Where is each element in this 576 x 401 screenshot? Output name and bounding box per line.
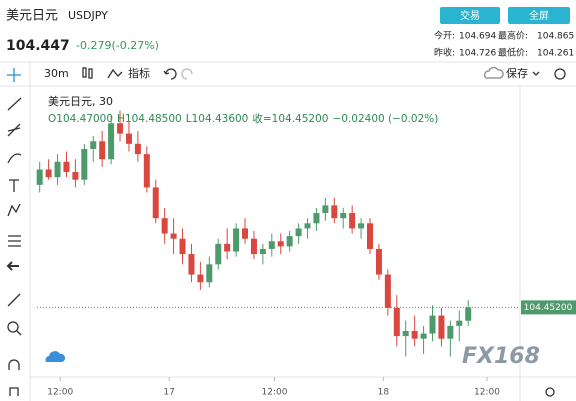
cloud-icon[interactable] — [484, 66, 504, 79]
legend-low: L104.43600 — [186, 113, 249, 125]
candle-body — [393, 307, 400, 337]
x-tick-label: 12:00 — [47, 388, 73, 398]
x-tick-label: 17 — [163, 388, 174, 398]
candle-body — [250, 238, 257, 255]
fullscreen-button[interactable] — [508, 7, 570, 24]
candle-body — [277, 241, 284, 247]
legend-high: H104.48500 — [117, 113, 182, 125]
axis-settings-icon[interactable] — [545, 387, 555, 397]
candle-body — [152, 187, 159, 219]
watermark: FX168 — [462, 344, 540, 369]
legend-close: 收=104.45200 — [252, 112, 328, 125]
instrument-name: 美元日元 — [6, 9, 58, 24]
x-tick-label: 12:00 — [474, 388, 500, 398]
stat-value: 104.694 — [459, 32, 496, 42]
candle-body — [206, 264, 213, 283]
candle-body — [411, 330, 418, 339]
candle-body — [63, 161, 70, 173]
candle-body — [215, 243, 222, 265]
candle-body — [367, 223, 374, 249]
indicators-button[interactable]: 指标 — [128, 66, 150, 80]
candle-body — [420, 333, 427, 339]
candle-body — [179, 238, 186, 255]
chart-style-icon[interactable] — [82, 67, 93, 79]
candle-body — [233, 228, 240, 252]
candle-body — [349, 213, 356, 229]
legend-open: O104.47000 — [48, 113, 113, 125]
candle-body — [134, 143, 141, 155]
dropdown-icon[interactable] — [532, 71, 540, 76]
stat-value: 104.726 — [459, 49, 496, 59]
candle-body — [447, 325, 454, 339]
legend-change: −0.02400 (−0.02%) — [332, 113, 438, 125]
fullscreen-button-label[interactable]: 全屏 — [529, 9, 549, 22]
candle-body — [117, 123, 124, 134]
candle-body — [81, 148, 88, 180]
chart-title: 美元日元, 30 — [48, 95, 113, 108]
candle-body — [72, 172, 79, 180]
stat-label: 昨收: — [434, 47, 455, 59]
stat-label: 最低价: — [498, 47, 528, 59]
ohlc-legend: O104.47000 H104.48500 L104.43600 收=104.4520… — [48, 112, 438, 125]
instrument-symbol: USDJPY — [68, 9, 108, 22]
candle-body — [340, 213, 347, 219]
x-tick-label: 18 — [378, 388, 390, 398]
candle-body — [259, 248, 266, 255]
candle-body — [465, 307, 472, 321]
candle-body — [313, 213, 320, 224]
last-price: 104.447 — [6, 38, 70, 54]
candle-body — [375, 248, 382, 275]
stat-value: 104.261 — [537, 49, 574, 59]
candle-body — [295, 228, 302, 237]
stat-value: 104.865 — [537, 32, 574, 42]
candle-body — [438, 315, 445, 339]
candle-body — [90, 141, 97, 149]
candle-body — [429, 315, 436, 334]
stat-label: 今开: — [434, 30, 455, 42]
candle-body — [268, 241, 275, 249]
x-tick-label: 12:00 — [262, 388, 288, 398]
candle-body — [304, 223, 311, 229]
candle-body — [99, 141, 106, 160]
candle-body — [224, 243, 231, 252]
redo-icon[interactable] — [181, 68, 193, 80]
candle-body — [125, 133, 132, 144]
candle-body — [331, 205, 338, 219]
last-price-tag — [521, 300, 576, 315]
candle-body — [384, 274, 391, 308]
last-price-label: 104.45200 — [524, 303, 573, 313]
candle-body — [286, 236, 293, 247]
candle-body — [54, 161, 61, 178]
trade-button-label[interactable]: 交易 — [460, 9, 480, 22]
candle-body — [188, 254, 195, 275]
drawing-tools[interactable] — [6, 68, 22, 396]
interval-button[interactable]: 30m — [44, 67, 69, 80]
candle-body — [45, 169, 52, 178]
candle-body — [170, 233, 177, 239]
cloud-badge — [45, 351, 66, 362]
trade-button[interactable] — [440, 7, 500, 24]
candle-body — [36, 169, 43, 185]
settings-icon[interactable] — [554, 68, 566, 80]
candle-body — [143, 154, 150, 188]
price-change: -0.279(-0.27%) — [76, 39, 159, 52]
candle-body — [322, 205, 329, 214]
indicator-icon[interactable] — [107, 68, 123, 79]
candle-body — [358, 223, 365, 229]
candle-body — [161, 218, 168, 234]
candle-body — [108, 123, 115, 160]
candle-body — [242, 228, 249, 239]
candle-body — [456, 320, 463, 326]
candle-body — [197, 274, 204, 283]
save-button[interactable]: 保存 — [506, 66, 528, 80]
stat-label: 最高价: — [498, 30, 528, 42]
undo-icon[interactable] — [163, 68, 177, 80]
candle-body — [402, 330, 409, 337]
